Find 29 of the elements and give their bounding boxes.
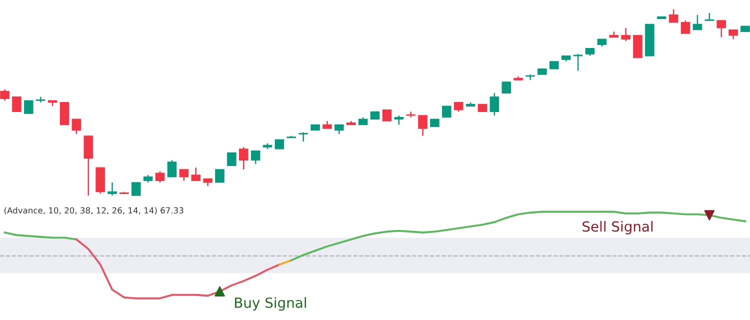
candlestick [538, 68, 547, 75]
annotation: (Advance, 10, 20, 38, 12, 26, 14, 14) 67.33 [4, 207, 184, 215]
candlestick [633, 35, 642, 58]
candlestick [310, 124, 320, 131]
candlestick [131, 182, 141, 196]
candlestick [394, 114, 404, 126]
candlestick [24, 100, 34, 114]
series-label: Buy Signal [234, 297, 306, 311]
candlestick [298, 132, 308, 142]
candlestick [12, 96, 22, 112]
candlestick [442, 106, 452, 118]
candlestick [645, 24, 654, 56]
text: Sell Signal [582, 220, 653, 234]
candlestick [716, 20, 726, 38]
candlestick [502, 81, 512, 94]
candlestick [191, 166, 201, 182]
candlestick [227, 152, 236, 166]
candlestick [549, 60, 559, 70]
candlestick [740, 25, 750, 32]
candlestick [84, 135, 94, 196]
candlestick [60, 102, 70, 126]
candlestick [526, 74, 535, 81]
candlestick [274, 139, 284, 150]
candlestick [430, 118, 440, 127]
candlestick [382, 109, 392, 122]
candlestick [215, 168, 224, 184]
candlestick [120, 191, 129, 194]
candlestick [322, 120, 332, 130]
candlestick [406, 111, 416, 118]
